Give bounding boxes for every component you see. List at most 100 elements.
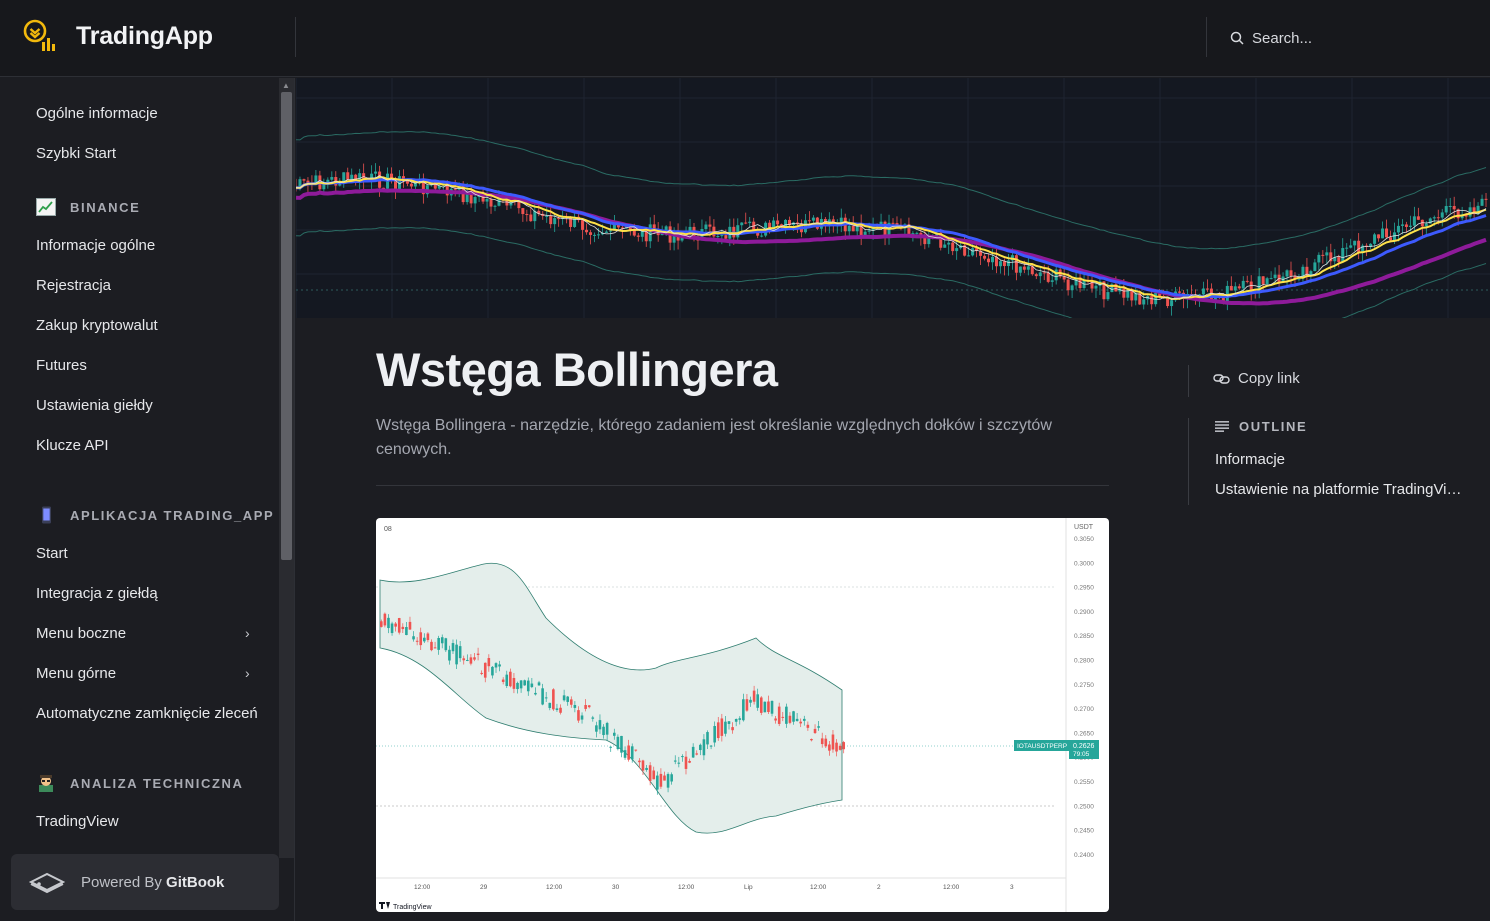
sidebar-item-informacje-ogolne[interactable]: Informacje ogólne bbox=[36, 237, 156, 254]
toc-divider bbox=[1188, 365, 1189, 397]
price-tick-label: 0.2750 bbox=[1074, 682, 1094, 689]
candle-body bbox=[731, 727, 734, 731]
sidebar-item-szybki-start[interactable]: Szybki Start bbox=[36, 145, 117, 162]
candle-body bbox=[591, 717, 595, 719]
brand-name[interactable]: TradingApp bbox=[76, 22, 213, 50]
sidebar-item-start[interactable]: Start bbox=[36, 545, 68, 562]
logo-icon[interactable] bbox=[22, 18, 58, 54]
toc-item-ustawienie[interactable]: Ustawienie na platformie TradingView bbox=[1215, 481, 1465, 498]
candle-body bbox=[648, 765, 652, 781]
candle-body bbox=[405, 627, 408, 636]
scientist-icon bbox=[39, 775, 53, 792]
sidebar-item-zakup-kryptowalut[interactable]: Zakup kryptowalut bbox=[36, 317, 158, 334]
candle-body bbox=[759, 697, 763, 713]
search-icon bbox=[1230, 31, 1244, 45]
sidebar-item-tradingview[interactable]: TradingView bbox=[36, 813, 119, 830]
candle-body bbox=[806, 724, 810, 728]
sidebar-item-ogolne-informacje[interactable]: Ogólne informacje bbox=[36, 105, 158, 122]
candle-body bbox=[408, 621, 412, 630]
candle-body bbox=[394, 623, 397, 627]
candle-body bbox=[688, 760, 691, 763]
outline-heading: OUTLINE bbox=[1215, 419, 1307, 434]
candle-body bbox=[426, 633, 430, 641]
candle-body bbox=[691, 746, 695, 758]
candle-body bbox=[534, 692, 537, 695]
candle-body bbox=[716, 722, 720, 739]
candle-body bbox=[742, 699, 745, 721]
candle-body bbox=[795, 718, 799, 722]
candle-body bbox=[709, 745, 713, 747]
candle-body bbox=[835, 742, 838, 752]
sidebar-item-rejestracja[interactable]: Rejestracja bbox=[36, 277, 112, 294]
candle-body bbox=[537, 682, 541, 686]
candle-body bbox=[724, 721, 727, 734]
candle-body bbox=[397, 618, 401, 633]
candle-body bbox=[448, 649, 451, 661]
time-tick-label: 2 bbox=[877, 884, 881, 891]
candle-body bbox=[491, 666, 494, 676]
sidebar-item-futures[interactable]: Futures bbox=[36, 357, 87, 374]
candle-body bbox=[380, 621, 383, 627]
sidebar-item-ustawienia-gieldy[interactable]: Ustawienia giełdy bbox=[36, 397, 153, 414]
chevron-right-icon[interactable]: › bbox=[245, 665, 250, 681]
sidebar-item-klucze-api[interactable]: Klucze API bbox=[36, 437, 109, 454]
sidebar-item-menu-gorne[interactable]: Menu górne bbox=[36, 665, 117, 682]
candle-body bbox=[509, 671, 512, 687]
candle-body bbox=[569, 699, 573, 705]
candle-body bbox=[541, 688, 544, 705]
candle-body bbox=[770, 700, 774, 714]
chart-corner-label: 08 bbox=[384, 526, 392, 533]
search-box[interactable]: Search... bbox=[1220, 24, 1480, 52]
candle-body bbox=[469, 657, 473, 664]
candle-body bbox=[415, 640, 419, 642]
candle-body bbox=[419, 632, 423, 646]
candle-body bbox=[774, 718, 777, 721]
candle-body bbox=[476, 653, 480, 655]
candle-body bbox=[702, 739, 706, 756]
candle-body bbox=[781, 716, 785, 718]
candle-body bbox=[512, 677, 516, 689]
candle-body bbox=[544, 697, 548, 699]
copy-link-label: Copy link bbox=[1238, 370, 1300, 387]
time-tick-label: 12:00 bbox=[546, 884, 563, 891]
candle-body bbox=[824, 738, 828, 747]
candle-body bbox=[684, 756, 688, 769]
candle-body bbox=[820, 738, 824, 745]
candle-body bbox=[552, 689, 555, 710]
candle-body bbox=[444, 638, 448, 651]
candle-body bbox=[670, 774, 673, 782]
candle-body bbox=[412, 636, 415, 640]
candle-body bbox=[451, 643, 455, 652]
price-tick-label: 0.2500 bbox=[1074, 803, 1094, 810]
powered-by-gitbook[interactable]: Powered By GitBook bbox=[11, 854, 279, 910]
candle-body bbox=[788, 715, 792, 723]
candle-body bbox=[699, 744, 702, 751]
candle-body bbox=[842, 742, 846, 750]
candle-body bbox=[433, 647, 437, 649]
sidebar-item-automatyczne-zamkniecie[interactable]: Automatyczne zamknięcie zleceń bbox=[36, 705, 258, 722]
page-title: Wstęga Bollingera bbox=[376, 343, 778, 396]
sidebar-item-menu-boczne[interactable]: Menu boczne bbox=[36, 625, 127, 642]
symbol-tag bbox=[1014, 740, 1069, 751]
candle-body bbox=[430, 641, 433, 651]
time-tick-label: 29 bbox=[480, 884, 488, 891]
candle-body bbox=[720, 718, 724, 736]
candle-body bbox=[666, 774, 670, 788]
candle-body bbox=[505, 674, 509, 687]
candle-body bbox=[584, 705, 587, 709]
price-tick-label: 0.3000 bbox=[1074, 560, 1094, 567]
sidebar-item-integracja[interactable]: Integracja z giełdą bbox=[36, 585, 158, 602]
candle-body bbox=[383, 613, 387, 626]
time-tick-label: 12:00 bbox=[943, 884, 960, 891]
time-tick-label: Lip bbox=[744, 884, 753, 891]
search-input[interactable]: Search... bbox=[1252, 29, 1313, 47]
candle-body bbox=[677, 762, 681, 764]
sidebar-scroll-thumb[interactable] bbox=[281, 92, 292, 560]
candle-body bbox=[577, 710, 580, 721]
scroll-up-arrow-icon[interactable]: ▲ bbox=[282, 81, 290, 90]
toc-item-informacje[interactable]: Informacje bbox=[1215, 451, 1286, 468]
copy-link-button[interactable]: Copy link bbox=[1213, 370, 1300, 387]
candle-body bbox=[483, 662, 487, 678]
candle-body bbox=[802, 718, 806, 721]
chevron-right-icon[interactable]: › bbox=[245, 625, 250, 641]
